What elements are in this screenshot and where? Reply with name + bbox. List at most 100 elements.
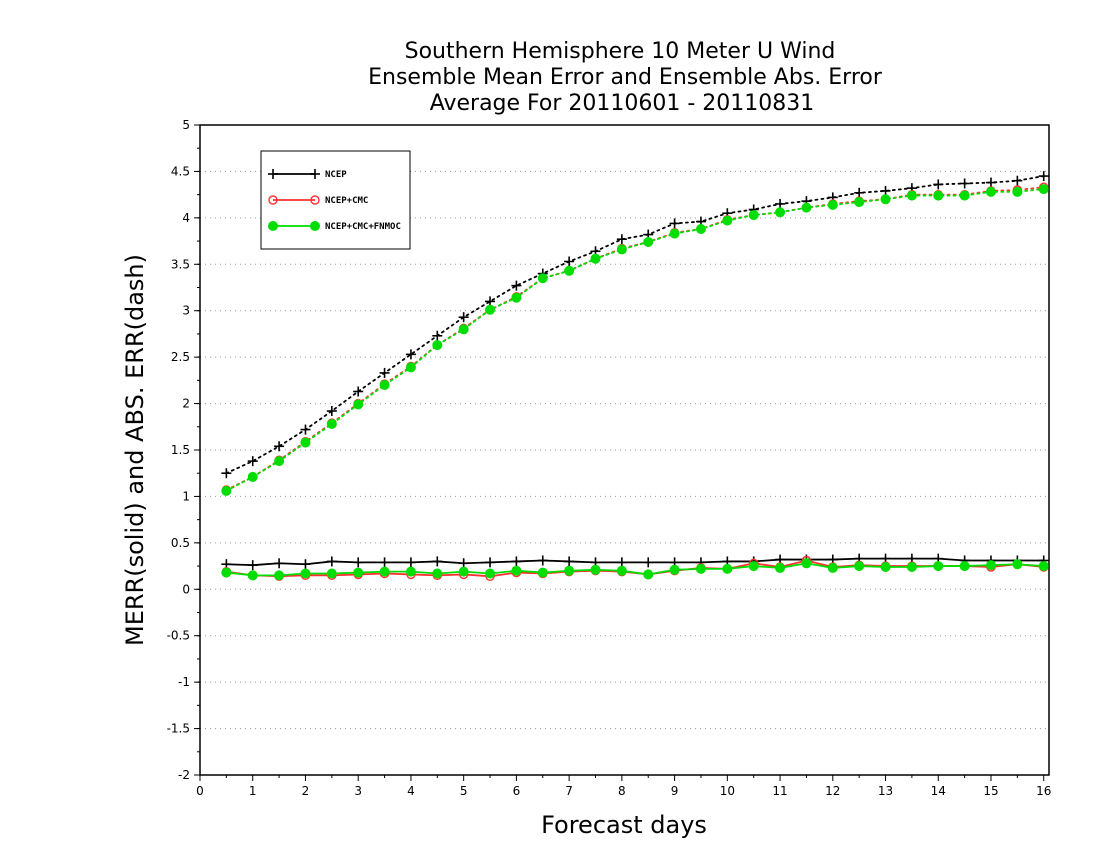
abs-err-point — [669, 228, 680, 239]
merr-point — [722, 563, 733, 574]
y-axis-title: MERR(solid) and ABS. ERR(dash) — [121, 254, 149, 646]
merr-point — [590, 564, 601, 575]
merr-point — [247, 570, 258, 581]
merr-point — [643, 569, 654, 580]
abs-err-point — [247, 456, 258, 467]
y-tick-label: 3 — [182, 304, 190, 318]
abs-err-point — [695, 224, 706, 234]
x-tick-label: 16 — [1036, 784, 1051, 798]
abs-err-point — [801, 202, 812, 213]
x-tick-label: 6 — [513, 784, 521, 798]
merr-point — [933, 561, 944, 572]
abs-err-point — [221, 468, 232, 479]
abs-err-point — [1012, 175, 1023, 186]
series-ncep — [221, 171, 1049, 571]
abs-err-point — [775, 198, 786, 209]
x-tick-label: 1 — [249, 784, 257, 798]
abs-err-point — [537, 273, 548, 284]
abs-err-point — [326, 419, 337, 429]
merr-point — [1012, 559, 1023, 570]
merr-point — [379, 557, 390, 568]
y-tick-label: -1.5 — [167, 722, 190, 736]
merr-point — [274, 558, 285, 569]
merr-point — [564, 565, 575, 576]
series-ncep-cmc-fnmoc — [221, 184, 1049, 581]
x-tick-label: 4 — [407, 784, 415, 798]
abs-err-point — [616, 244, 627, 255]
abs-err-point — [1012, 186, 1023, 197]
merr-point — [511, 565, 522, 576]
merr-point — [748, 561, 759, 572]
abs-err-point — [300, 437, 311, 448]
merr-point — [616, 557, 627, 568]
merr-point — [458, 558, 469, 569]
abs-err-point — [985, 177, 996, 188]
abs-err-point — [511, 280, 522, 291]
merr-point — [379, 566, 390, 577]
abs-err-point — [326, 406, 337, 416]
abs-err-point — [643, 237, 654, 247]
y-tick-label: -2 — [178, 768, 190, 782]
merr-point — [880, 562, 891, 572]
abs-err-point — [353, 399, 364, 410]
merr-point — [221, 567, 232, 578]
merr-point — [827, 562, 838, 573]
merr-point — [326, 556, 337, 567]
merr-point — [326, 568, 337, 579]
merr-point — [775, 562, 786, 573]
x-tick-label: 8 — [618, 784, 626, 798]
x-tick-label: 2 — [302, 784, 310, 798]
x-tick-label: 0 — [196, 784, 204, 798]
gridlines — [200, 170, 1049, 730]
x-tick-label: 14 — [931, 784, 946, 798]
merr-point — [854, 561, 865, 572]
chart-title-line-1: Southern Hemisphere 10 Meter U Wind — [405, 39, 836, 64]
y-tick-label: 1 — [182, 489, 190, 503]
y-tick-label: 0.5 — [171, 536, 190, 550]
merr-point — [695, 563, 706, 574]
y-tick-label: 2 — [182, 397, 190, 411]
abs-err-point — [854, 197, 865, 208]
abs-err-point — [485, 296, 496, 307]
merr-point — [485, 568, 496, 579]
abs-err-point — [959, 178, 970, 189]
merr-point — [564, 556, 575, 567]
abs-err-point — [880, 185, 891, 196]
legend-entry: NCEP+CMC — [268, 195, 368, 206]
abs-err-point — [1038, 184, 1049, 195]
abs-err-point — [880, 194, 891, 205]
merr-point — [432, 568, 443, 579]
abs-err-point — [247, 471, 258, 482]
merr-point — [247, 560, 258, 571]
x-tick-label: 15 — [983, 784, 998, 798]
x-axis-title: Forecast days — [541, 811, 707, 839]
legend-label: NCEP — [325, 170, 347, 180]
abs-err-point — [458, 312, 469, 323]
x-tick-label: 13 — [878, 784, 893, 798]
x-tick-label: 5 — [460, 784, 468, 798]
y-tick-label: -1 — [178, 675, 190, 689]
legend-entry: NCEP — [268, 169, 347, 180]
merr-point — [906, 562, 917, 572]
abs-err-point — [827, 199, 838, 210]
merr-point — [511, 556, 522, 567]
abs-err-point — [933, 190, 944, 201]
abs-err-point — [933, 179, 944, 190]
abs-err-point — [959, 190, 970, 201]
abs-err-point — [616, 234, 627, 245]
abs-err-point — [564, 256, 575, 267]
y-tick-label: 2.5 — [171, 350, 190, 364]
legend-marker — [268, 221, 278, 231]
x-tick-label: 11 — [772, 784, 787, 798]
merr-point — [1038, 561, 1049, 572]
abs-err-point — [274, 456, 285, 467]
abs-err-point — [564, 265, 575, 276]
legend-marker — [310, 169, 320, 179]
abs-err-point — [300, 424, 311, 435]
abs-err-point — [274, 441, 285, 452]
merr-point — [959, 561, 970, 572]
abs-err-point — [1038, 171, 1049, 182]
legend-entry: NCEP+CMC+FNMOC — [268, 221, 401, 232]
abs-err-point — [379, 380, 390, 390]
